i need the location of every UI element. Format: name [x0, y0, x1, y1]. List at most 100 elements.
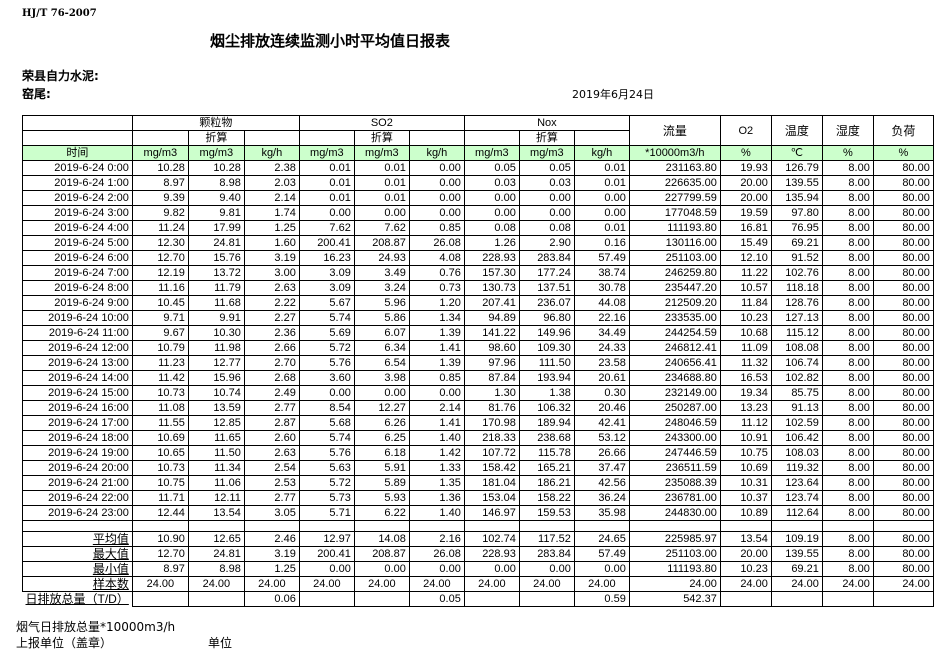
time-cell: 2019-6-24 23:00	[22, 505, 133, 521]
value-cell: 80.00	[872, 250, 934, 266]
time-cell: 2019-6-24 2:00	[22, 190, 133, 206]
header-empty	[408, 130, 465, 146]
value-cell: 80.00	[872, 561, 934, 577]
value-cell: 20.46	[573, 400, 630, 416]
value-cell: 5.74	[298, 430, 355, 446]
empty-cell	[187, 520, 245, 532]
value-cell: 8.00	[821, 310, 874, 326]
time-cell: 2019-6-24 22:00	[22, 490, 133, 506]
unit-cell: mg/m3	[463, 145, 520, 161]
header-empty	[463, 130, 520, 146]
value-cell: 76.95	[770, 220, 823, 236]
unit-label: 单位	[208, 636, 233, 650]
value-cell: 102.74	[463, 531, 520, 547]
value-cell: 0.05	[408, 591, 465, 607]
value-cell: 13.23	[719, 400, 772, 416]
value-cell: 5.86	[353, 310, 410, 326]
value-cell: 11.84	[719, 295, 772, 311]
summary-label: 日排放总量（T/D）	[22, 591, 133, 607]
value-cell: 128.76	[770, 295, 823, 311]
value-cell: 3.19	[243, 546, 300, 562]
value-cell: 5.63	[298, 460, 355, 476]
value-cell: 8.00	[821, 265, 874, 281]
value-cell: 0.01	[353, 175, 410, 191]
time-cell: 2019-6-24 15:00	[22, 385, 133, 401]
value-cell: 11.34	[187, 460, 245, 476]
value-cell: 141.22	[463, 325, 520, 341]
value-cell: 11.24	[131, 220, 189, 236]
header-load: 负荷	[872, 115, 934, 146]
value-cell: 8.00	[821, 340, 874, 356]
table-row: 2019-6-24 19:00 10.65 11.50 2.63 5.76 6.18 1.4…	[22, 445, 934, 461]
value-cell: 80.00	[872, 205, 934, 221]
value-cell: 8.00	[821, 355, 874, 371]
value-cell: 2.14	[408, 400, 465, 416]
value-cell: 12.70	[131, 250, 189, 266]
value-cell: 231163.80	[628, 160, 721, 176]
value-cell: 10.37	[719, 490, 772, 506]
value-cell: 11.98	[187, 340, 245, 356]
value-cell: 208.87	[353, 546, 410, 562]
value-cell: 80.00	[872, 310, 934, 326]
value-cell: 3.05	[243, 505, 300, 521]
value-cell: 11.71	[131, 490, 189, 506]
value-cell: 80.00	[872, 175, 934, 191]
value-cell: 244830.00	[628, 505, 721, 521]
value-cell: 80.00	[872, 400, 934, 416]
value-cell: 6.26	[353, 415, 410, 431]
value-cell: 146.97	[463, 505, 520, 521]
header-empty	[298, 130, 355, 146]
value-cell: 177.24	[518, 265, 575, 281]
value-cell: 37.47	[573, 460, 630, 476]
value-cell: 0.03	[518, 175, 575, 191]
time-cell: 2019-6-24 12:00	[22, 340, 133, 356]
value-cell	[518, 591, 575, 607]
value-cell: 80.00	[872, 355, 934, 371]
value-cell: 10.91	[719, 430, 772, 446]
value-cell: 0.00	[298, 561, 355, 577]
group-nox: Nox	[463, 115, 630, 131]
value-cell: 10.57	[719, 280, 772, 296]
value-cell: 0.01	[353, 160, 410, 176]
daily-total-row: 日排放总量（T/D） 0.06 0.05 0.59 542.37	[22, 591, 934, 607]
value-cell: 15.76	[187, 250, 245, 266]
value-cell: 8.00	[821, 531, 874, 547]
value-cell: 80.00	[872, 460, 934, 476]
value-cell: 11.09	[719, 340, 772, 356]
value-cell: 8.98	[187, 561, 245, 577]
value-cell: 8.97	[131, 561, 189, 577]
empty-cell	[22, 520, 133, 532]
value-cell: 80.00	[872, 490, 934, 506]
value-cell: 153.04	[463, 490, 520, 506]
value-cell: 112.64	[770, 505, 823, 521]
value-cell: 8.00	[821, 415, 874, 431]
value-cell: 12.65	[187, 531, 245, 547]
value-cell: 107.72	[463, 445, 520, 461]
value-cell: 10.79	[131, 340, 189, 356]
value-cell: 0.30	[573, 385, 630, 401]
table-row: 2019-6-24 6:00 12.70 15.76 3.19 16.23 24.93 4.…	[22, 250, 934, 266]
value-cell: 109.30	[518, 340, 575, 356]
table-row: 2019-6-24 9:00 10.45 11.68 2.22 5.67 5.96 1.20…	[22, 295, 934, 311]
value-cell: 8.00	[821, 490, 874, 506]
value-cell	[821, 591, 874, 607]
value-cell: 69.21	[770, 235, 823, 251]
value-cell: 177048.59	[628, 205, 721, 221]
value-cell: 0.00	[408, 205, 465, 221]
value-cell: 123.64	[770, 475, 823, 491]
value-cell: 91.13	[770, 400, 823, 416]
value-cell: 0.00	[518, 205, 575, 221]
value-cell: 228.93	[463, 546, 520, 562]
empty-cell	[243, 520, 300, 532]
value-cell: 0.01	[298, 160, 355, 176]
value-cell: 244254.59	[628, 325, 721, 341]
summary-label: 最小值	[22, 561, 133, 577]
value-cell: 80.00	[872, 430, 934, 446]
value-cell	[463, 591, 520, 607]
value-cell: 5.72	[298, 475, 355, 491]
value-cell: 2.14	[243, 190, 300, 206]
value-cell: 20.61	[573, 370, 630, 386]
value-cell: 57.49	[573, 546, 630, 562]
empty-cell	[770, 520, 823, 532]
value-cell: 10.75	[131, 475, 189, 491]
